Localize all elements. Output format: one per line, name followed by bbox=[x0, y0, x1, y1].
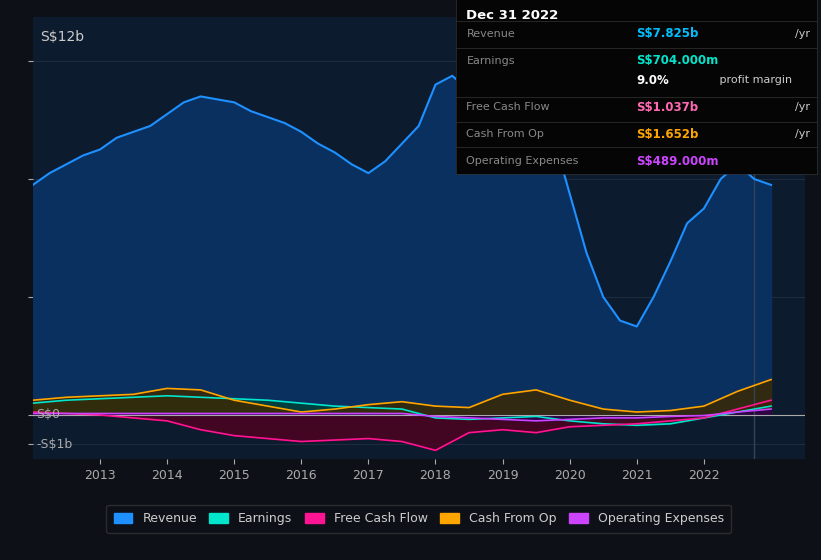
Text: /yr: /yr bbox=[796, 129, 810, 139]
Text: Operating Expenses: Operating Expenses bbox=[466, 156, 579, 166]
Text: Revenue: Revenue bbox=[466, 29, 516, 39]
Text: /yr: /yr bbox=[796, 29, 810, 39]
Text: profit margin: profit margin bbox=[716, 76, 792, 86]
Text: S$1.652b: S$1.652b bbox=[636, 128, 699, 141]
Text: -S$1b: -S$1b bbox=[36, 438, 72, 451]
Text: S$1.037b: S$1.037b bbox=[636, 101, 699, 114]
Text: 9.0%: 9.0% bbox=[636, 74, 669, 87]
Text: S$12b: S$12b bbox=[40, 30, 85, 44]
Text: /yr: /yr bbox=[796, 102, 810, 113]
Text: Earnings: Earnings bbox=[466, 55, 515, 66]
Text: S$7.825b: S$7.825b bbox=[636, 27, 699, 40]
Legend: Revenue, Earnings, Free Cash Flow, Cash From Op, Operating Expenses: Revenue, Earnings, Free Cash Flow, Cash … bbox=[106, 505, 732, 533]
Text: S$704.000m: S$704.000m bbox=[636, 54, 718, 67]
Text: S$489.000m: S$489.000m bbox=[636, 155, 718, 167]
Text: Dec 31 2022: Dec 31 2022 bbox=[466, 9, 559, 22]
Text: Cash From Op: Cash From Op bbox=[466, 129, 544, 139]
Text: S$0: S$0 bbox=[36, 408, 60, 422]
Text: Free Cash Flow: Free Cash Flow bbox=[466, 102, 550, 113]
